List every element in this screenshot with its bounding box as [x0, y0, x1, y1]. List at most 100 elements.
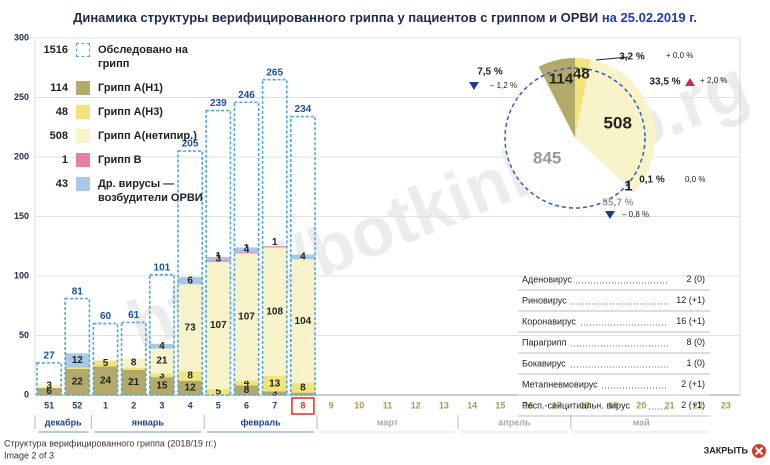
data-label: 1 — [216, 251, 222, 262]
total-outline — [64, 297, 91, 396]
data-label: 6 — [46, 386, 52, 397]
virus-name: Респ.-синцитиальн. вирус — [522, 400, 630, 410]
legend-entry: 508 Грипп А(нетипир.) — [36, 129, 228, 143]
x-tick-label: 13 — [439, 400, 449, 410]
data-label: 21 — [156, 356, 168, 367]
bar-segment — [177, 284, 203, 372]
x-tick-label: 52 — [72, 400, 82, 410]
data-label: 4 — [159, 341, 165, 352]
pie-value-label: 114 — [549, 71, 574, 88]
total-outline — [177, 150, 204, 396]
x-tick-label: 23 — [721, 400, 731, 410]
virus-change: (+1) — [689, 316, 705, 326]
virus-change: (+1) — [689, 295, 705, 305]
pie-change: + 0,0 % — [666, 51, 693, 60]
y-tick-label: 300 — [14, 32, 29, 42]
total-label: 265 — [266, 67, 283, 78]
counter: Image 2 of 3 — [4, 450, 54, 460]
legend-swatch — [76, 43, 90, 57]
x-tick-label: 5 — [216, 400, 221, 410]
bar-segment — [65, 353, 90, 368]
x-tick-label: 7 — [272, 400, 277, 410]
close-icon[interactable] — [752, 444, 766, 458]
bar-segment — [149, 343, 175, 349]
virus-count: 2 (0) — [686, 274, 705, 284]
bar-segment — [149, 348, 175, 374]
pie-percent: 7,5 % — [477, 67, 503, 78]
close-label[interactable]: ЗАКРЫТЬ — [704, 445, 749, 455]
total-outline — [261, 78, 288, 396]
data-label: 24 — [100, 375, 112, 386]
bar-segment — [290, 254, 316, 260]
pie-slice — [575, 59, 655, 192]
legend-swatch — [76, 105, 90, 119]
y-tick-label: 50 — [19, 330, 29, 340]
data-label: 73 — [185, 322, 197, 333]
month-label: февраль — [241, 417, 282, 427]
pie-value-label: 1 — [624, 177, 632, 194]
data-label: 12 — [185, 383, 197, 394]
virus-name: Риновирус — [522, 295, 567, 305]
virus-value: 2 — [681, 379, 686, 389]
x-tick-label: 2 — [131, 400, 136, 410]
virus-name: Метапневмовирус — [522, 379, 598, 389]
data-label: 3 — [159, 370, 165, 381]
virus-change: (+1) — [689, 400, 705, 410]
total-label: 246 — [238, 90, 255, 101]
data-label: 13 — [269, 378, 281, 389]
bar-segment — [262, 246, 287, 248]
trend-up — [685, 78, 695, 86]
data-label: 5 — [103, 358, 109, 369]
total-label: 239 — [210, 98, 227, 109]
trend-down — [469, 82, 479, 90]
data-label: 4 — [300, 252, 306, 263]
legend-count: 1 — [61, 154, 68, 166]
legend-entry: 114 Грипп А(Н1) — [36, 81, 228, 95]
total-label: 60 — [100, 311, 112, 322]
legend-label: Др. вирусы — возбудители ОРВИ — [98, 178, 203, 204]
total-outline — [120, 321, 147, 396]
pie-outline — [504, 67, 646, 209]
bar-segment — [262, 375, 287, 392]
data-label: 8 — [131, 358, 137, 369]
pie-value-label: 845 — [533, 149, 561, 168]
x-tick-label: 12 — [411, 400, 421, 410]
month-label: апрель — [498, 417, 531, 427]
virus-count: 1 (0) — [686, 358, 705, 368]
total-outline — [233, 101, 260, 396]
bar-segment — [234, 380, 259, 386]
pie-change: 0,0 % — [685, 175, 705, 184]
x-tick-label: 1 — [103, 400, 108, 410]
bar-segment — [65, 367, 90, 369]
bar-segment — [262, 247, 287, 376]
total-label: 234 — [295, 104, 312, 115]
pie-slice — [538, 58, 575, 138]
bar-segment — [206, 261, 231, 390]
x-tick-label: 51 — [44, 400, 54, 410]
bar-segment — [93, 366, 118, 395]
total-label: 61 — [128, 310, 140, 321]
bar-segment — [177, 380, 203, 395]
legend-count: 43 — [55, 178, 68, 190]
total-label: 101 — [154, 262, 171, 273]
virus-count: 8 (0) — [686, 337, 705, 347]
bar-segment — [121, 367, 146, 371]
legend-count: 508 — [49, 130, 68, 142]
pie-change: – 1,2 % — [490, 81, 517, 90]
data-label: 22 — [72, 377, 84, 388]
x-tick-label: 21 — [664, 400, 674, 410]
legend-swatch — [76, 81, 90, 95]
data-label: 108 — [266, 306, 283, 317]
x-tick-label: 20 — [636, 400, 646, 410]
month-label: январь — [132, 417, 165, 427]
bar-segment — [262, 391, 287, 395]
legend-count: 1516 — [43, 44, 68, 56]
x-tick-label: 17 — [552, 400, 562, 410]
bar-segment — [206, 389, 231, 395]
data-label: 21 — [128, 377, 140, 388]
data-label: 8 — [300, 383, 306, 394]
pie-change: – 0,8 % — [622, 210, 649, 219]
bar-segment — [36, 384, 62, 388]
data-label: 107 — [238, 312, 255, 323]
